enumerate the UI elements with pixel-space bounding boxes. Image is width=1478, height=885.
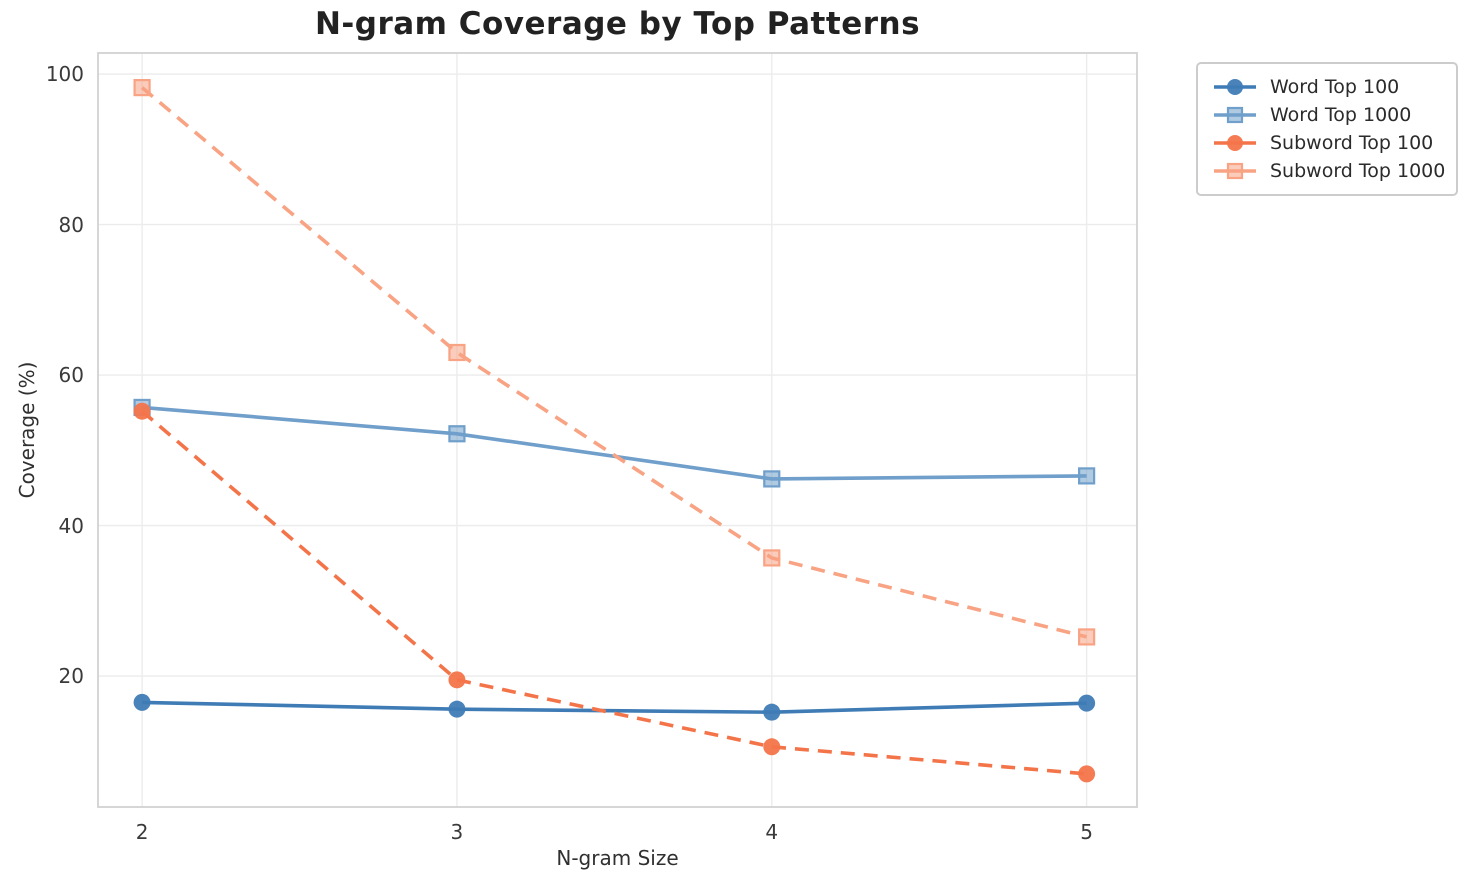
legend: Word Top 100 Word Top 1000 Subword Top 100… xyxy=(1196,62,1458,196)
axes-spines xyxy=(97,52,1138,808)
marker-word-top-100 xyxy=(448,700,466,718)
legend-swatch-word-top-100 xyxy=(1214,79,1256,95)
x-axis-label: N-gram Size xyxy=(556,846,679,870)
marker-subword-top-100 xyxy=(1078,765,1096,783)
legend-label: Word Top 100 xyxy=(1270,76,1400,98)
marker-subword-top-1000 xyxy=(133,79,151,97)
y-tick-label: 40 xyxy=(58,513,84,538)
x-tick-label: 4 xyxy=(765,820,779,844)
marker-word-top-1000 xyxy=(1078,467,1096,485)
marker-subword-top-100 xyxy=(448,671,466,689)
legend-swatch-word-top-1000 xyxy=(1214,106,1256,124)
marker-word-top-100 xyxy=(1078,694,1096,712)
marker-subword-top-100 xyxy=(133,402,151,420)
legend-label: Subword Top 1000 xyxy=(1270,160,1446,182)
x-tick-label: 5 xyxy=(1080,820,1093,844)
y-tick-label: 80 xyxy=(58,212,84,237)
marker-word-top-1000 xyxy=(763,470,781,488)
plot-area xyxy=(98,53,1137,807)
legend-item-subword-top-1000: Subword Top 1000 xyxy=(1212,157,1446,185)
legend-item-subword-top-100: Subword Top 100 xyxy=(1212,129,1442,157)
chart-title: N-gram Coverage by Top Patterns xyxy=(314,6,921,42)
legend-swatch-subword-top-1000 xyxy=(1214,162,1256,180)
x-tick-label: 3 xyxy=(450,820,464,844)
y-tick-label: 20 xyxy=(58,664,84,689)
marker-word-top-1000 xyxy=(448,425,466,443)
legend-item-word-top-1000: Word Top 1000 xyxy=(1212,101,1442,129)
marker-subword-top-1000 xyxy=(448,343,466,362)
legend-item-word-top-100: Word Top 100 xyxy=(1212,73,1442,101)
series-line-word-top-100 xyxy=(142,700,1087,715)
y-tick-label: 60 xyxy=(58,363,84,388)
legend-label: Subword Top 100 xyxy=(1270,132,1434,154)
marker-subword-top-1000 xyxy=(1078,628,1096,646)
x-tick-label: 2 xyxy=(135,820,149,844)
legend-swatch-subword-top-100 xyxy=(1214,135,1256,151)
y-tick-label: 100 xyxy=(45,62,84,87)
series-line-subword-top-1000 xyxy=(140,86,1088,639)
marker-word-top-100 xyxy=(763,703,781,721)
marker-subword-top-1000 xyxy=(763,549,781,567)
legend-label: Word Top 1000 xyxy=(1270,104,1412,126)
marker-subword-top-100 xyxy=(763,738,781,756)
marker-word-top-100 xyxy=(133,693,151,711)
